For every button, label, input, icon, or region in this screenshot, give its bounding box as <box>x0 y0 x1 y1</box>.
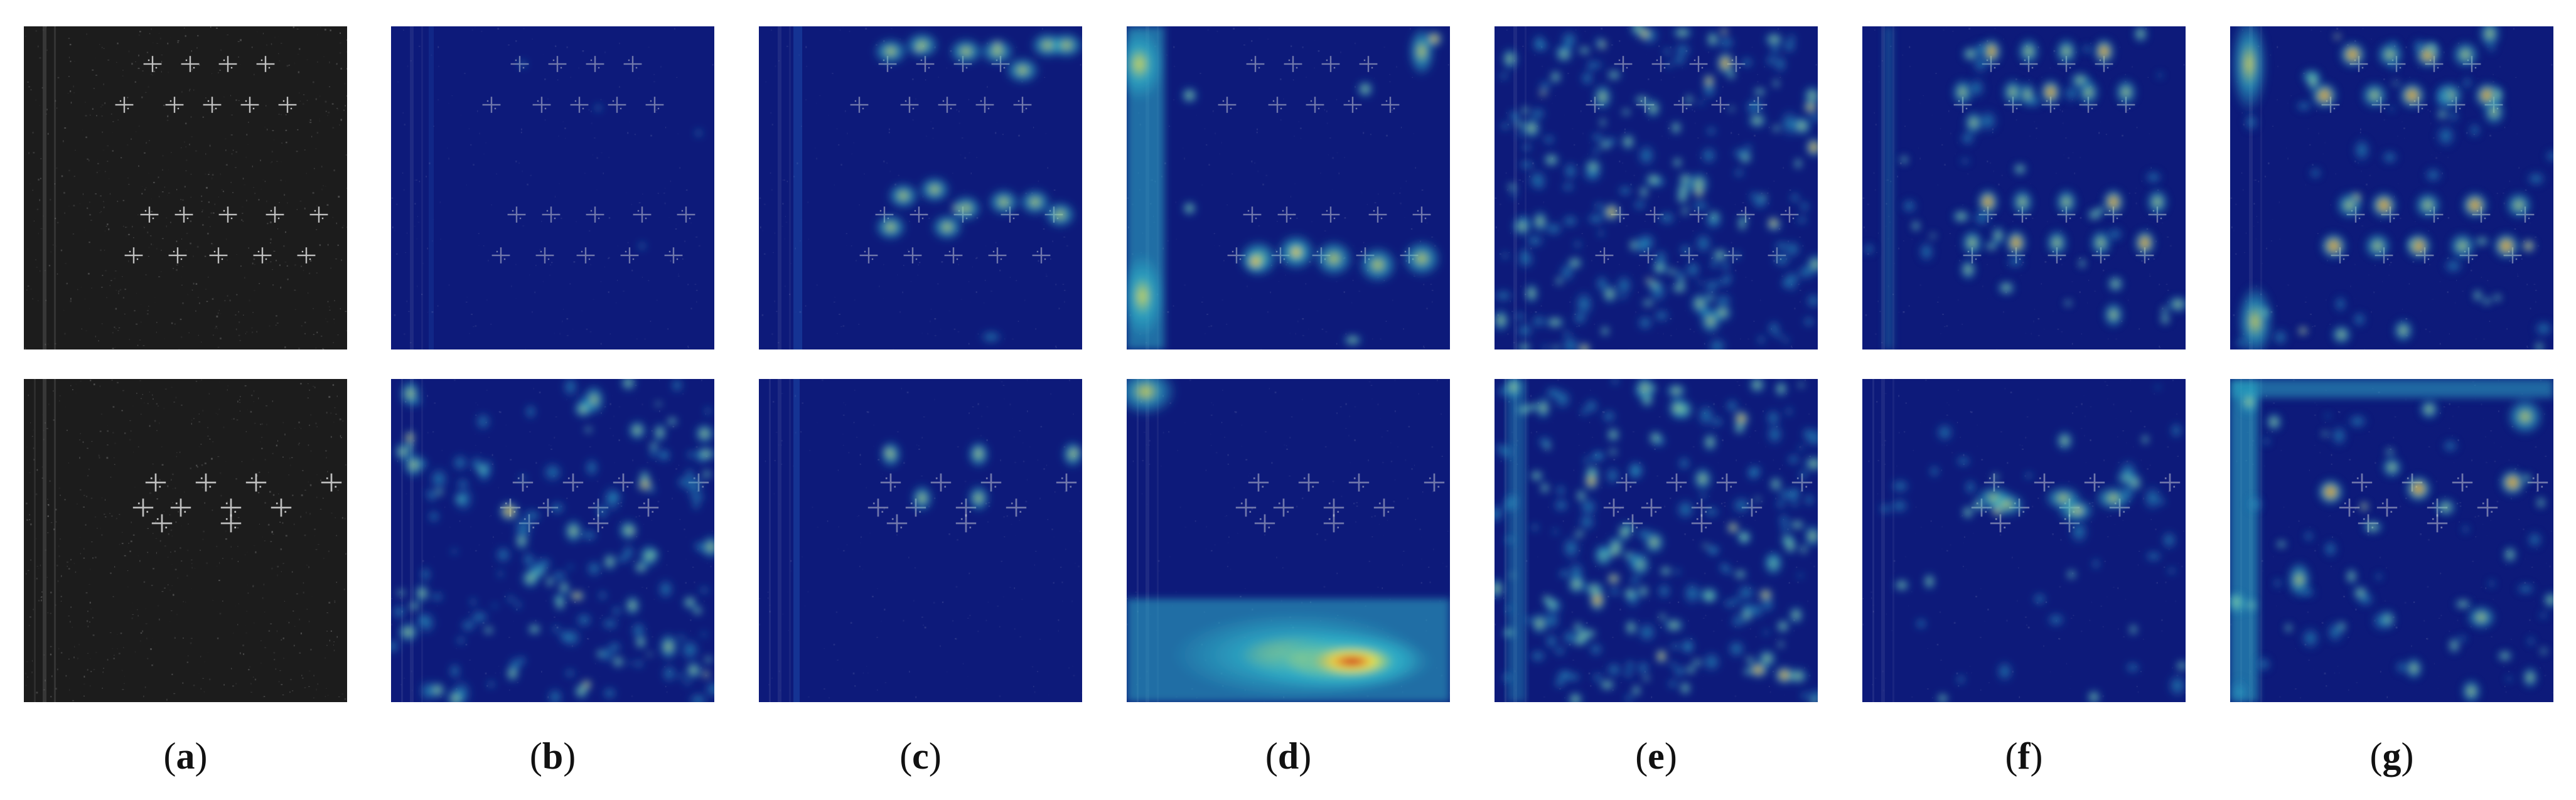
panel-f-top <box>1862 26 2186 349</box>
panel-b-top <box>391 26 714 349</box>
panel-e-top <box>1495 26 1818 349</box>
caption-c: (c) <box>899 735 942 777</box>
panel-d-bottom <box>1127 379 1450 702</box>
panel-g-top <box>2230 26 2553 349</box>
panel-e-bottom <box>1495 379 1818 702</box>
caption-b: (b) <box>529 735 576 777</box>
panel-b-bottom <box>391 379 714 702</box>
caption-e: (e) <box>1635 735 1677 777</box>
caption-f: (f) <box>2005 735 2043 777</box>
panel-a-bottom <box>24 379 347 702</box>
caption-d: (d) <box>1265 735 1312 777</box>
panel-f-bottom <box>1862 379 2186 702</box>
caption-g: (g) <box>2369 735 2414 777</box>
panel-c-top <box>759 26 1082 349</box>
panel-g-bottom <box>2230 379 2553 702</box>
panel-a-top <box>24 26 347 349</box>
panel-d-top <box>1127 26 1450 349</box>
panel-c-bottom <box>759 379 1082 702</box>
caption-a: (a) <box>163 735 208 777</box>
